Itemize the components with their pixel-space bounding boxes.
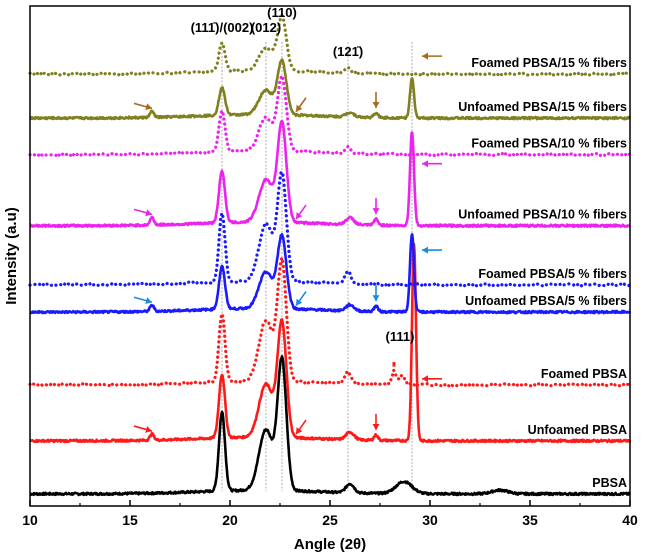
x-tick-label: 25 <box>322 512 338 528</box>
series-line <box>28 242 632 444</box>
annotation-arrow <box>422 160 442 168</box>
series-label: Unfoamed PBSA/10 % fibers <box>458 208 627 222</box>
series-line <box>28 256 632 388</box>
annotation-arrow <box>422 246 442 254</box>
y-axis-title: Intensity (a.u) <box>3 207 20 305</box>
x-tick-label: 30 <box>422 512 438 528</box>
x-tick-label: 40 <box>622 512 638 528</box>
series-line <box>28 74 632 158</box>
annotation-arrow <box>295 204 307 220</box>
peak-label: (121̄) <box>333 44 363 59</box>
series-line <box>29 355 632 497</box>
x-tick-label: 10 <box>22 512 38 528</box>
series-line <box>28 58 632 121</box>
x-tick-label: 15 <box>122 512 138 528</box>
annotation-arrow <box>295 97 307 113</box>
annotation-arrow <box>295 419 307 435</box>
x-tick-label: 35 <box>522 512 538 528</box>
annotation-arrow <box>133 425 153 433</box>
annotation-arrow <box>295 291 307 307</box>
annotation-arrow <box>372 198 380 215</box>
annotation-arrow <box>372 413 380 430</box>
x-axis-title: Angle (2θ) <box>294 536 366 553</box>
series-label: PBSA <box>592 476 627 490</box>
series-labels: PBSA Unfoamed PBSA Foamed PBSA Unfoamed PBS… <box>458 56 627 490</box>
annotation-arrow <box>133 102 153 111</box>
plot-area <box>28 13 632 497</box>
series-line <box>28 170 632 288</box>
series-label: Unfoamed PBSA/5 % fibers <box>465 294 627 308</box>
peak-labels: (111̄)/(002)(012)(110) (121̄) (111) <box>191 5 415 367</box>
annotation-arrow <box>372 285 380 302</box>
annotation-arrow <box>422 52 442 60</box>
series-line <box>29 233 632 315</box>
peak-label: (110) <box>267 5 297 20</box>
annotation-arrow <box>372 92 380 109</box>
peak-label: (012) <box>251 20 281 35</box>
series-line <box>29 119 631 228</box>
peak-label: (111̄)/(002) <box>191 20 254 35</box>
peak-label: (111) <box>386 329 415 344</box>
x-axis: 10 15 20 25 30 35 40 <box>22 500 638 528</box>
series-label: Foamed PBSA/15 % fibers <box>471 56 627 70</box>
series-label: Unfoamed PBSA <box>528 423 627 437</box>
series-label: Foamed PBSA/5 % fibers <box>478 267 627 281</box>
series-label: Foamed PBSA <box>541 367 627 381</box>
series-label: Foamed PBSA/10 % fibers <box>471 136 627 150</box>
series-label: Unfoamed PBSA/15 % fibers <box>458 100 627 114</box>
annotation-arrow <box>133 208 153 217</box>
x-tick-label: 20 <box>222 512 238 528</box>
annotation-arrow <box>422 375 442 383</box>
annotation-arrow <box>133 296 153 304</box>
annotation-arrows <box>133 52 442 435</box>
